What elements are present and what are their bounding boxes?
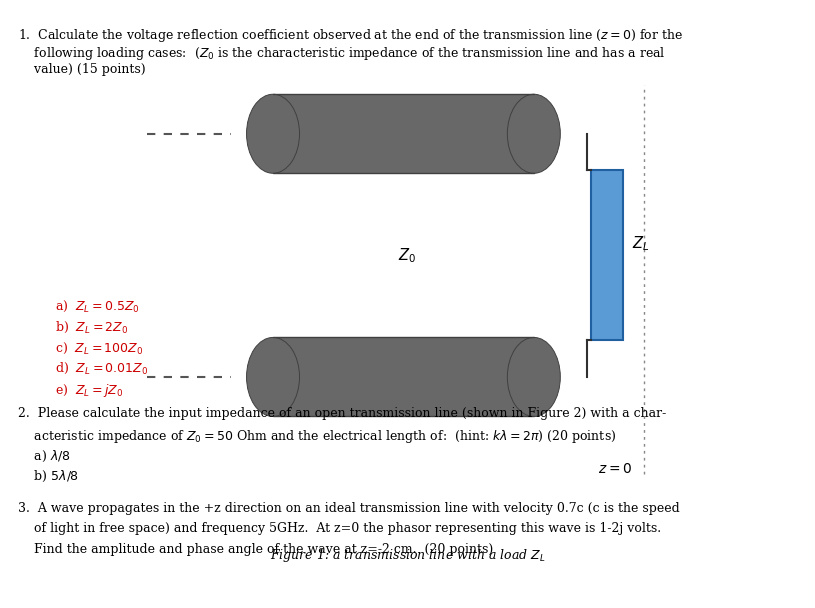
Ellipse shape <box>507 94 561 173</box>
Bar <box>591 170 623 340</box>
Text: 3.  A wave propagates in the +z direction on an ideal transmission line with vel: 3. A wave propagates in the +z direction… <box>18 502 680 514</box>
Text: 2.  Please calculate the input impedance of an open transmission line (shown in : 2. Please calculate the input impedance … <box>18 407 666 420</box>
Text: 1.  Calculate the voltage reflection coefficient observed at the end of the tran: 1. Calculate the voltage reflection coef… <box>18 27 683 44</box>
Text: a) $\lambda/8$: a) $\lambda/8$ <box>18 449 70 464</box>
Ellipse shape <box>247 337 300 416</box>
Text: $Z_L$: $Z_L$ <box>632 234 649 252</box>
Text: $Z_0$: $Z_0$ <box>399 246 416 264</box>
Text: following loading cases:  ($Z_0$ is the characteristic impedance of the transmis: following loading cases: ($Z_0$ is the c… <box>18 45 666 62</box>
Text: b) $5\lambda/8$: b) $5\lambda/8$ <box>18 469 79 485</box>
Text: e)  $Z_L = jZ_0$: e) $Z_L = jZ_0$ <box>55 382 124 399</box>
Text: Figure 1: a transmission line with a load $Z_L$: Figure 1: a transmission line with a loa… <box>270 547 545 564</box>
Text: d)  $Z_L = 0.01Z_0$: d) $Z_L = 0.01Z_0$ <box>55 361 149 376</box>
Ellipse shape <box>507 337 561 416</box>
Text: value) (15 points): value) (15 points) <box>18 63 146 75</box>
Text: Find the amplitude and phase angle of the wave at z=-2 cm.  (20 points): Find the amplitude and phase angle of th… <box>18 543 493 556</box>
Text: c)  $Z_L = 100Z_0$: c) $Z_L = 100Z_0$ <box>55 340 143 356</box>
Ellipse shape <box>247 94 300 173</box>
Text: a)  $Z_L = 0.5Z_0$: a) $Z_L = 0.5Z_0$ <box>55 299 140 314</box>
Text: of light in free space) and frequency 5GHz.  At z=0 the phasor representing this: of light in free space) and frequency 5G… <box>18 522 661 535</box>
Text: b)  $Z_L = 2Z_0$: b) $Z_L = 2Z_0$ <box>55 320 129 335</box>
Bar <box>273 94 534 173</box>
Text: acteristic impedance of $Z_0 = 50$ Ohm and the electrical length of:  (hint: $k\: acteristic impedance of $Z_0 = 50$ Ohm a… <box>18 428 616 445</box>
Text: $z{=}0$: $z{=}0$ <box>598 462 632 476</box>
Bar <box>273 337 534 416</box>
